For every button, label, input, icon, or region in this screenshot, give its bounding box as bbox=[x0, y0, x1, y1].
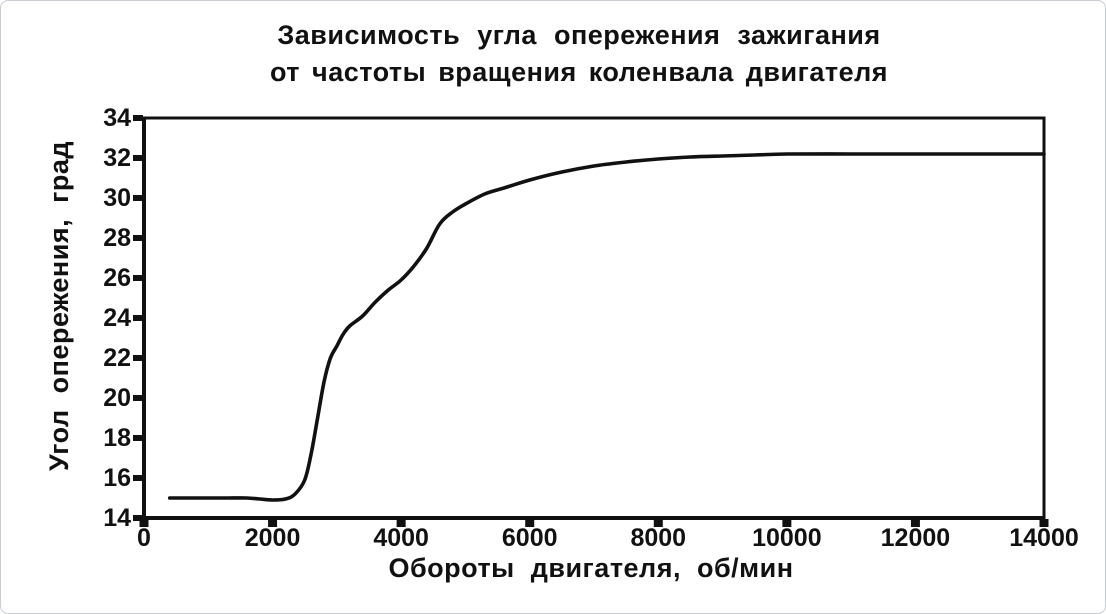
y-tick-mark bbox=[133, 115, 143, 121]
chart-title-line-1: Зависимость угла опережения зажигания bbox=[277, 20, 881, 50]
y-tick-label-22: 22 bbox=[103, 344, 131, 372]
y-tick-mark bbox=[133, 355, 143, 361]
y-tick-label-34: 34 bbox=[103, 104, 131, 132]
x-tick-mark bbox=[653, 519, 663, 527]
x-tick-label-14000: 14000 bbox=[1009, 524, 1079, 552]
y-tick-label-20: 20 bbox=[103, 384, 131, 412]
x-tick-mark bbox=[139, 519, 149, 527]
x-tick-mark bbox=[268, 519, 278, 527]
y-tick-label-24: 24 bbox=[103, 304, 131, 332]
y-tick-mark bbox=[133, 395, 143, 401]
x-tick-mark bbox=[910, 519, 920, 527]
y-tick-mark bbox=[133, 475, 143, 481]
x-tick-label-6000: 6000 bbox=[501, 524, 558, 552]
x-tick-label-2000: 2000 bbox=[244, 524, 301, 552]
y-tick-mark bbox=[133, 315, 143, 321]
y-tick-label-30: 30 bbox=[103, 184, 131, 212]
y-tick-label-16: 16 bbox=[103, 464, 131, 492]
x-tick-label-10000: 10000 bbox=[752, 524, 822, 552]
y-tick-mark bbox=[133, 275, 143, 281]
x-tick-label-4000: 4000 bbox=[373, 524, 429, 552]
x-tick-label-12000: 12000 bbox=[880, 524, 951, 552]
x-tick-label-8000: 8000 bbox=[630, 524, 687, 552]
y-tick-mark bbox=[133, 195, 143, 201]
x-axis-label: Обороты двигателя, об/мин bbox=[388, 553, 794, 583]
y-tick-mark bbox=[133, 155, 143, 161]
x-tick-mark bbox=[1039, 519, 1049, 527]
y-tick-mark bbox=[133, 435, 143, 441]
x-tick-label-0: 0 bbox=[137, 524, 151, 552]
x-tick-mark bbox=[396, 519, 406, 527]
x-tick-mark bbox=[525, 519, 535, 527]
y-tick-label-14: 14 bbox=[103, 504, 131, 532]
chart-title: Зависимость угла опережения зажигания от… bbox=[51, 17, 1105, 91]
x-tick-mark bbox=[782, 519, 792, 527]
plot-box bbox=[142, 116, 1046, 520]
y-tick-mark bbox=[133, 515, 143, 521]
y-tick-label-32: 32 bbox=[103, 144, 131, 172]
y-tick-label-18: 18 bbox=[103, 424, 131, 452]
y-tick-mark bbox=[133, 235, 143, 241]
chart-title-line-2: от частоты вращения коленвала двигателя bbox=[269, 57, 889, 87]
y-tick-label-26: 26 bbox=[103, 264, 131, 292]
y-tick-label-28: 28 bbox=[103, 224, 131, 252]
ignition-advance-curve bbox=[167, 152, 1046, 502]
